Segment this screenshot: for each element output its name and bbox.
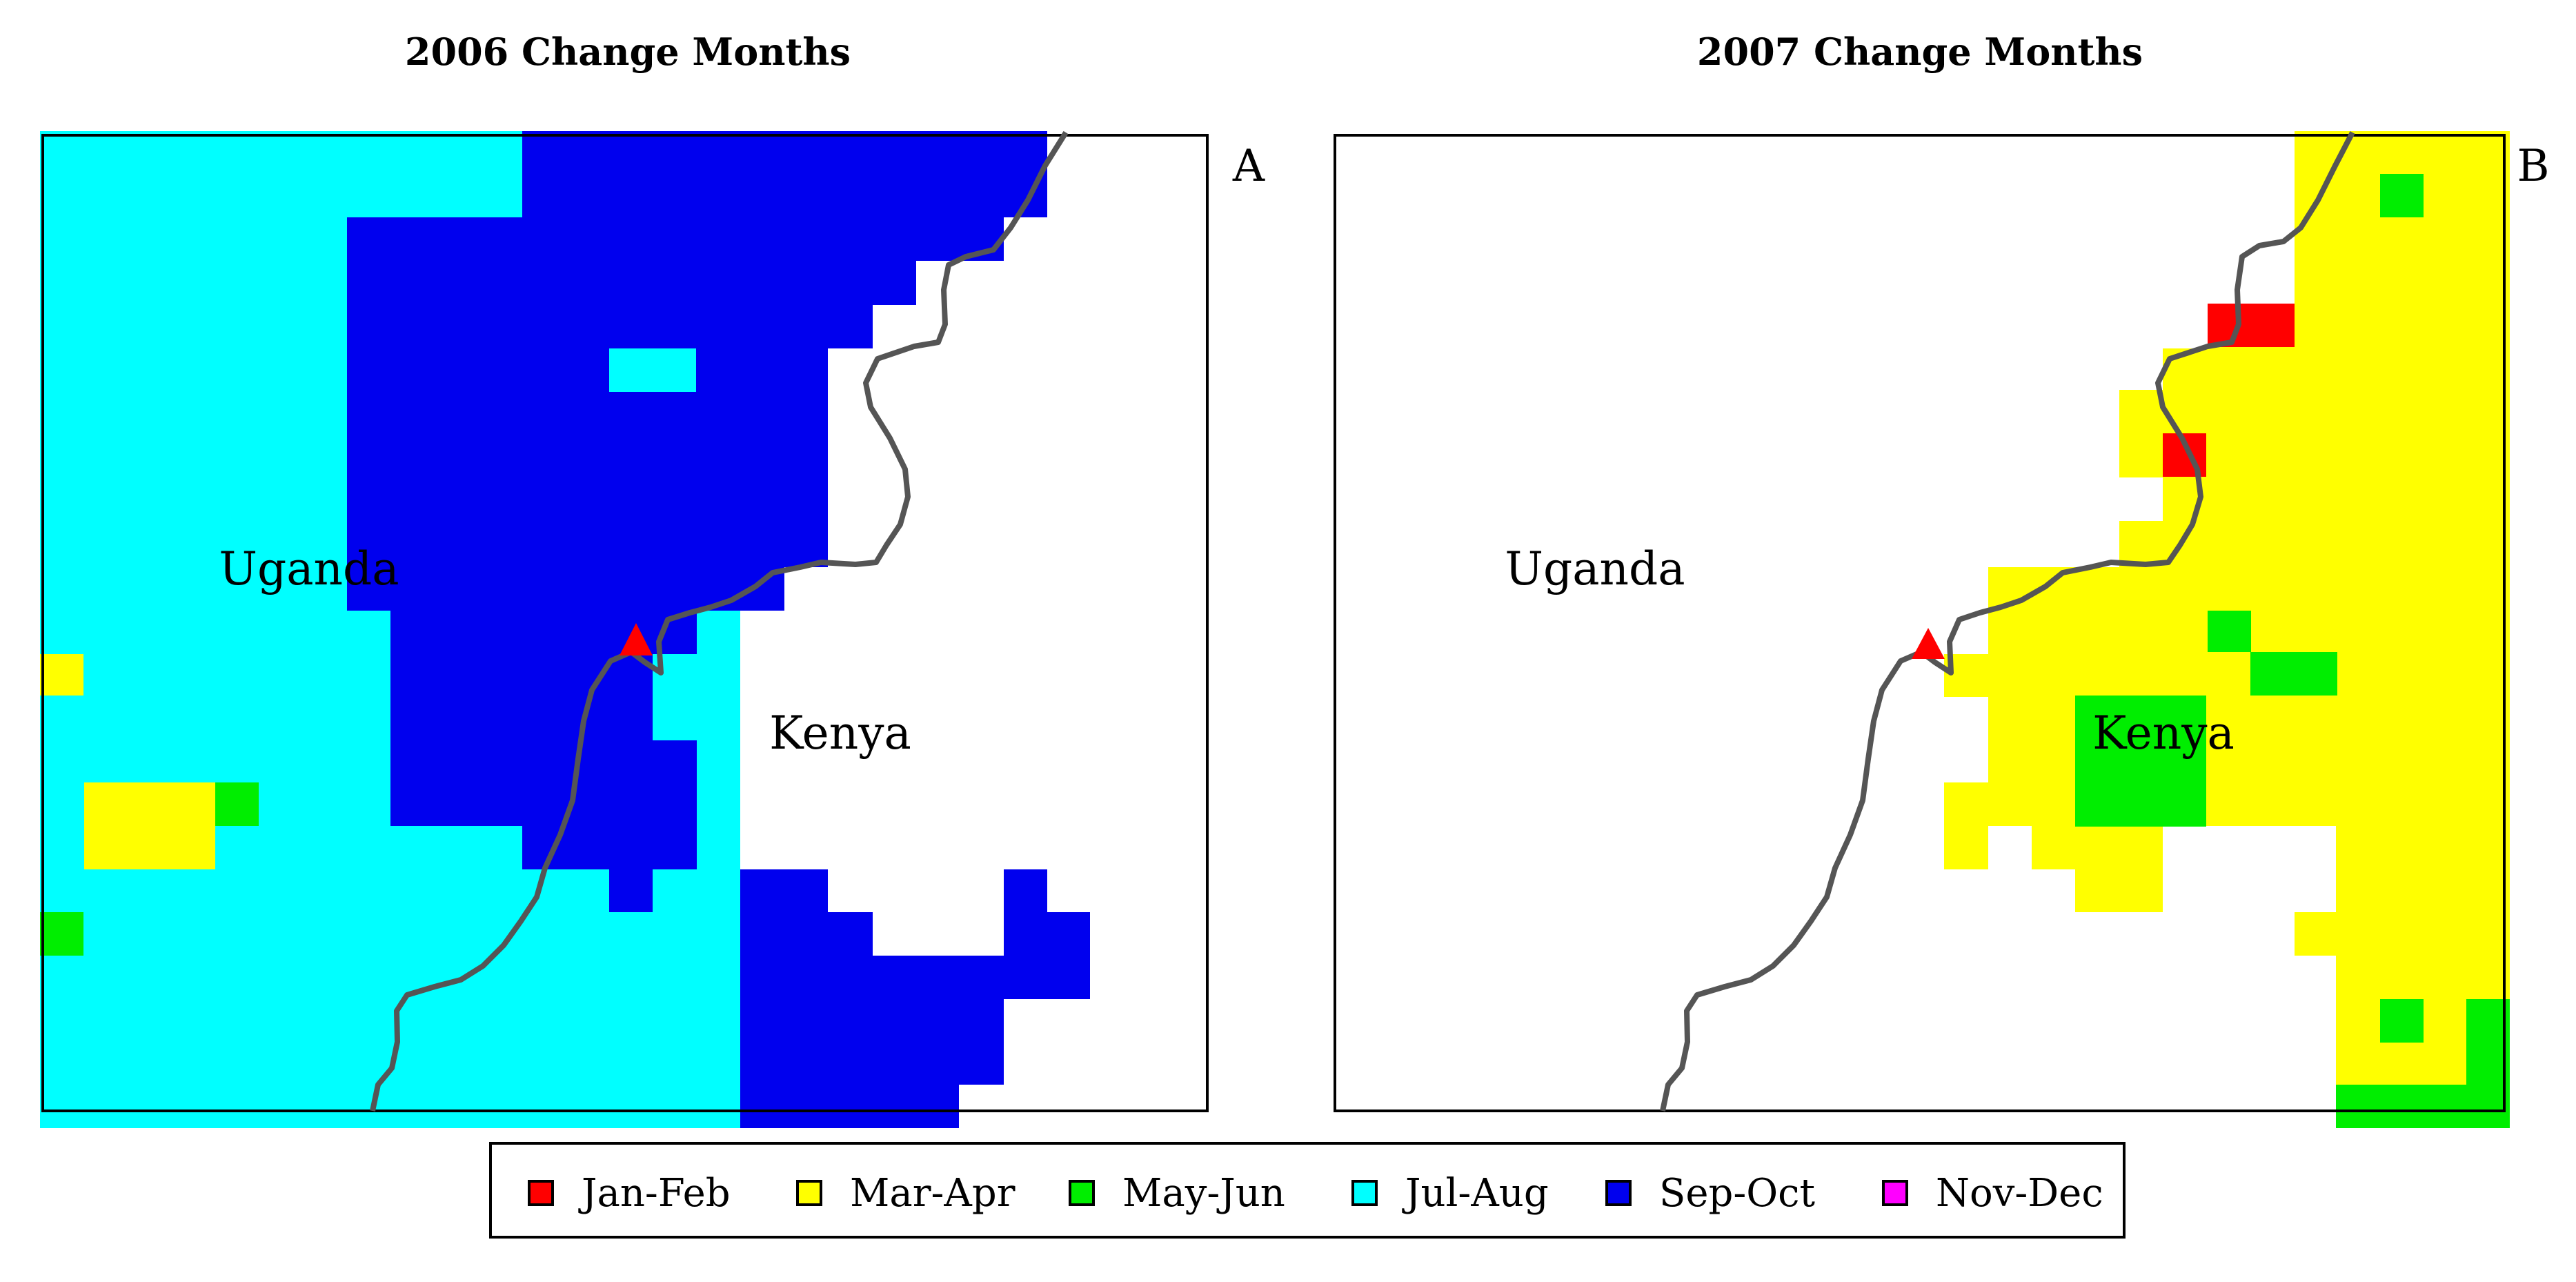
panel-a-raster [40, 131, 1090, 1128]
legend: Jan-Feb Mar-Apr May-Jun Jul-Aug Sep-Oct … [489, 1142, 2126, 1239]
may-jun-patch [2380, 999, 2424, 1043]
may-jun-patch [2208, 611, 2251, 652]
legend-swatch [1351, 1180, 1378, 1206]
may-jun-patch [2075, 696, 2206, 827]
legend-label: May-Jun [1122, 1170, 1285, 1216]
legend-label: Jul-Aug [1405, 1170, 1549, 1216]
legend-swatch [796, 1180, 822, 1206]
legend-label: Mar-Apr [850, 1170, 1015, 1216]
legend-label: Jan-Feb [582, 1170, 731, 1216]
location-marker-triangle [1912, 628, 1945, 659]
country-label-uganda: Uganda [1505, 542, 1685, 595]
jan-feb-patch [2208, 304, 2295, 347]
legend-swatch [1069, 1180, 1095, 1206]
may-jun-patch [215, 782, 259, 826]
may-jun-patch [2250, 652, 2337, 696]
legend-label: Sep-Oct [1659, 1170, 1816, 1216]
legend-item-jan-feb: Jan-Feb [528, 1145, 731, 1241]
panel-a-letter: A [1232, 141, 1265, 192]
panel-a: 2006 Change Months Uganda Kenya A [40, 30, 1265, 1128]
jul-aug-patch [609, 348, 696, 392]
uganda-kenya-border [1660, 131, 2355, 1112]
legend-swatch [1882, 1180, 1908, 1206]
panel-b-title: 2007 Change Months [1697, 30, 2143, 74]
legend-label: Nov-Dec [1936, 1170, 2103, 1216]
panel-b-letter: B [2517, 141, 2549, 192]
legend-item-mar-apr: Mar-Apr [796, 1145, 1015, 1241]
legend-item-sep-oct: Sep-Oct [1605, 1145, 1815, 1241]
panel-b-raster [1944, 131, 2510, 1128]
panel-a-frame [41, 134, 1209, 1112]
may-jun-patch [40, 912, 83, 956]
may-jun-patch [2380, 174, 2424, 217]
legend-item-may-jun: May-Jun [1069, 1145, 1285, 1241]
legend-swatch [528, 1180, 554, 1206]
country-label-uganda: Uganda [219, 542, 399, 595]
panel-b: 2007 Change Months Uganda Kenya B [1334, 30, 2550, 1128]
sep-oct-region-south [740, 869, 1090, 1128]
panel-a-title: 2006 Change Months [405, 30, 851, 74]
country-label-kenya: Kenya [769, 707, 911, 760]
mar-apr-patch [84, 782, 215, 869]
location-marker-triangle [620, 623, 653, 655]
panel-b-frame [1334, 134, 2506, 1112]
may-jun-corner [2336, 999, 2510, 1128]
sep-oct-region [347, 131, 1047, 912]
legend-item-jul-aug: Jul-Aug [1351, 1145, 1549, 1241]
uganda-kenya-border [370, 130, 1069, 1112]
mar-apr-patch [40, 654, 83, 696]
legend-item-nov-dec: Nov-Dec [1882, 1145, 2103, 1241]
legend-swatch [1605, 1180, 1632, 1206]
country-label-kenya: Kenya [2092, 707, 2235, 760]
